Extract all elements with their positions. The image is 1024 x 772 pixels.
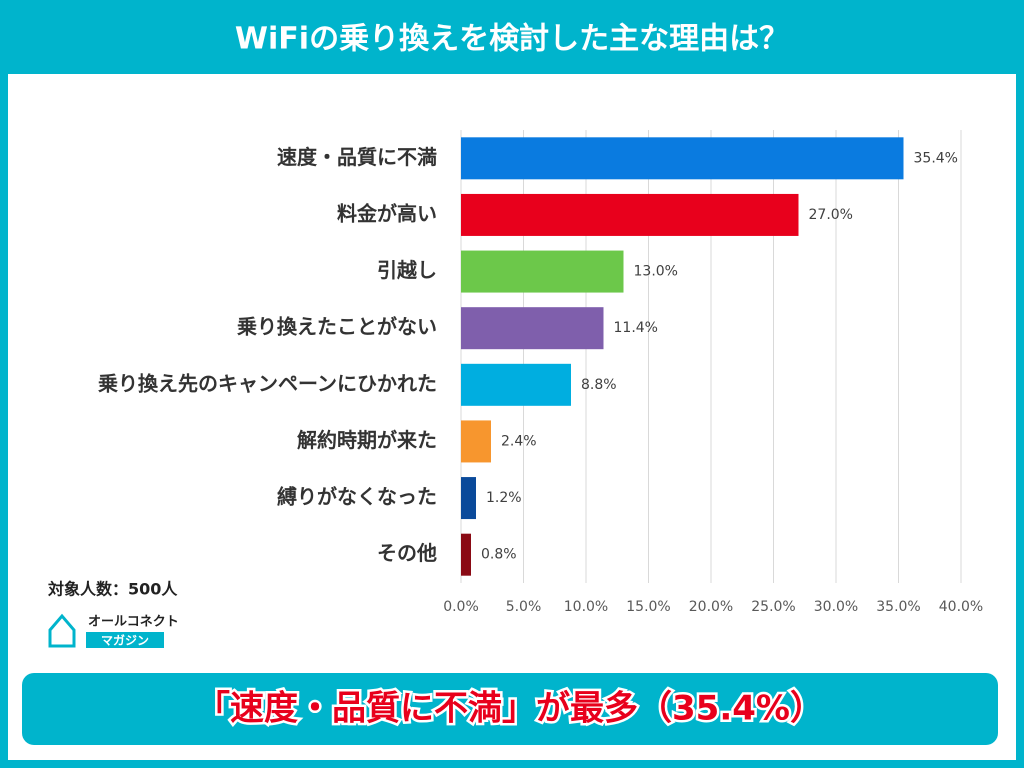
x-tick-label: 35.0% [876, 599, 920, 615]
y-tick-label: 引越し [377, 258, 437, 282]
y-tick-label: 料金が高い [337, 201, 437, 225]
headline-box [22, 673, 998, 745]
logo-text: マガジン [101, 633, 149, 648]
bar [461, 420, 491, 463]
bar [461, 307, 604, 350]
value-label: 11.4% [614, 320, 658, 336]
bar [461, 137, 904, 180]
x-tick-label: 20.0% [689, 599, 733, 615]
value-label: 1.2% [486, 490, 522, 506]
x-tick-label: 0.0% [443, 599, 479, 615]
bar [461, 477, 476, 520]
logo: オールコネクト マガジン [48, 613, 179, 648]
plot: 0.0% 5.0% 10.0% 15.0% 20.0% 25.0% 30.0% 35.0% 40… [98, 130, 983, 615]
chart-title: WiFiの乗り換えを検討した主な理由は？ [235, 22, 789, 57]
y-tick-label: 速度・品質に不満 [277, 145, 437, 169]
bar [461, 193, 799, 236]
x-tick-label: 40.0% [939, 599, 983, 615]
logo-text: オールコネクト [88, 615, 179, 630]
x-tick-label: 15.0% [626, 599, 670, 615]
bar [461, 250, 624, 293]
y-tick-label: その他 [377, 541, 437, 565]
value-label: 0.8% [481, 547, 517, 563]
value-label: 35.4% [914, 150, 958, 166]
x-tick-label: 30.0% [814, 599, 858, 615]
value-label: 13.0% [634, 264, 678, 280]
value-label: 2.4% [501, 433, 537, 449]
x-tick-label: 25.0% [751, 599, 795, 615]
bar [461, 363, 571, 406]
logo-band [86, 632, 164, 648]
panel [8, 74, 1016, 760]
y-tick-label: 解約時期が来た [297, 428, 437, 452]
logo-icon [48, 613, 76, 648]
x-tick-label: 5.0% [506, 599, 542, 615]
y-tick-label: 縛りがなくなった [277, 485, 437, 509]
value-label: 8.8% [581, 377, 617, 393]
headline: 「速度・品質に不満」が最多（35.4%） [196, 689, 824, 729]
value-label: 27.0% [809, 207, 853, 223]
y-tick-label: 乗り換えたことがない [237, 315, 437, 339]
note: 対象人数：500人 [47, 580, 178, 599]
bar [461, 533, 471, 576]
y-tick-label: 乗り換え先のキャンペーンにひかれた [98, 371, 437, 395]
x-tick-label: 10.0% [564, 599, 608, 615]
